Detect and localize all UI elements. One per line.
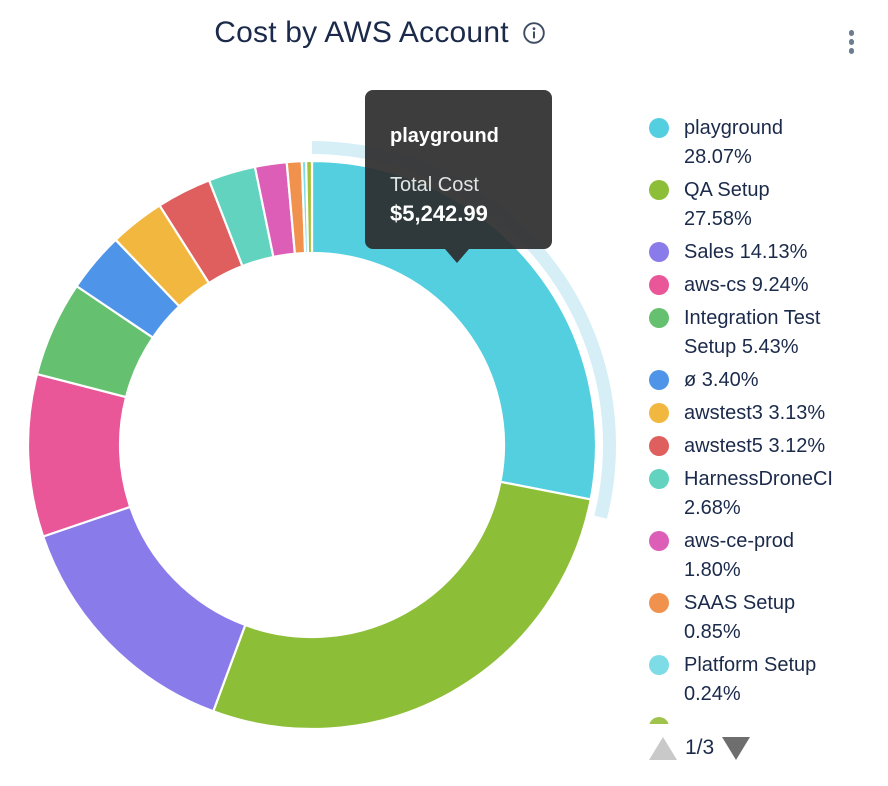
legend-color-dot bbox=[649, 655, 669, 675]
legend-item[interactable] bbox=[649, 713, 888, 724]
legend-label: awstest3 3.13% bbox=[684, 402, 826, 424]
tooltip-metric-value: $5,242.99 bbox=[390, 201, 488, 226]
legend-items: playground 28.07% QA Setup 27.58% Sales 14.1… bbox=[649, 114, 888, 724]
legend-item[interactable]: HarnessDroneCI 2.68% bbox=[649, 465, 888, 523]
tooltip-series-name: playground bbox=[390, 125, 499, 147]
legend-item[interactable]: aws-ce-prod 1.80% bbox=[649, 527, 888, 585]
legend-color-dot bbox=[649, 717, 669, 724]
legend-item[interactable]: aws-cs 9.24% bbox=[649, 271, 888, 300]
legend-color-dot bbox=[649, 275, 669, 295]
legend-label: QA Setup 27.58% bbox=[684, 179, 770, 230]
legend-color-dot bbox=[649, 593, 669, 613]
chart-tooltip: playground Total Cost $5,242.99 bbox=[365, 90, 552, 263]
legend-color-dot bbox=[649, 370, 669, 390]
legend-label: aws-ce-prod 1.80% bbox=[684, 530, 795, 581]
legend-item[interactable]: QA Setup 27.58% bbox=[649, 176, 888, 234]
legend-color-dot bbox=[649, 531, 669, 551]
donut-svg bbox=[26, 141, 616, 731]
legend-color-dot bbox=[649, 308, 669, 328]
legend-label: Integration Test Setup 5.43% bbox=[684, 307, 821, 358]
legend-label: Platform Setup 0.24% bbox=[684, 654, 817, 705]
legend-item[interactable]: Sales 14.13% bbox=[649, 238, 888, 267]
legend-item[interactable]: Integration Test Setup 5.43% bbox=[649, 304, 888, 362]
legend-item[interactable]: awstest5 3.12% bbox=[649, 432, 888, 461]
donut-chart bbox=[8, 130, 648, 780]
legend-label: ø 3.40% bbox=[684, 369, 759, 391]
kebab-dot bbox=[848, 48, 854, 54]
legend-label: Sales 14.13% bbox=[684, 241, 808, 263]
legend-page-up-icon[interactable] bbox=[649, 736, 677, 760]
legend-label: HarnessDroneCI 2.68% bbox=[684, 468, 833, 519]
donut-slice-other[interactable] bbox=[305, 159, 314, 255]
donut-slice-sales[interactable] bbox=[42, 505, 247, 713]
chart-legend: playground 28.07% QA Setup 27.58% Sales 14.1… bbox=[649, 114, 888, 760]
legend-label: playground 28.07% bbox=[684, 117, 783, 168]
legend-color-dot bbox=[649, 180, 669, 200]
kebab-dot bbox=[848, 39, 854, 45]
widget-header: Cost by AWS Account bbox=[0, 16, 760, 50]
legend-item[interactable]: Platform Setup 0.24% bbox=[649, 651, 888, 709]
legend-color-dot bbox=[649, 242, 669, 262]
tooltip-metric-label: Total Cost bbox=[390, 174, 479, 196]
legend-pagination: 1/3 bbox=[649, 736, 888, 760]
page-title: Cost by AWS Account bbox=[214, 16, 509, 49]
legend-item[interactable]: playground 28.07% bbox=[649, 114, 888, 172]
legend-item[interactable]: SAAS Setup 0.85% bbox=[649, 589, 888, 647]
widget-menu-button[interactable] bbox=[846, 27, 858, 57]
legend-page-indicator: 1/3 bbox=[685, 736, 715, 759]
kebab-dot bbox=[848, 30, 854, 36]
legend-color-dot bbox=[649, 118, 669, 138]
tooltip-pointer bbox=[445, 249, 469, 263]
legend-label: SAAS Setup 0.85% bbox=[684, 592, 796, 643]
legend-label: aws-cs 9.24% bbox=[684, 274, 809, 296]
legend-color-dot bbox=[649, 403, 669, 423]
legend-label: awstest5 3.12% bbox=[684, 435, 826, 457]
donut-slice-aws-cs[interactable] bbox=[26, 372, 132, 538]
legend-color-dot bbox=[649, 436, 669, 456]
donut-slice-qa-setup[interactable] bbox=[212, 480, 592, 731]
legend-page-down-icon[interactable] bbox=[722, 736, 751, 760]
legend-item[interactable]: ø 3.40% bbox=[649, 366, 888, 395]
info-icon[interactable] bbox=[522, 21, 546, 45]
legend-color-dot bbox=[649, 469, 669, 489]
legend-item[interactable]: awstest3 3.13% bbox=[649, 399, 888, 428]
